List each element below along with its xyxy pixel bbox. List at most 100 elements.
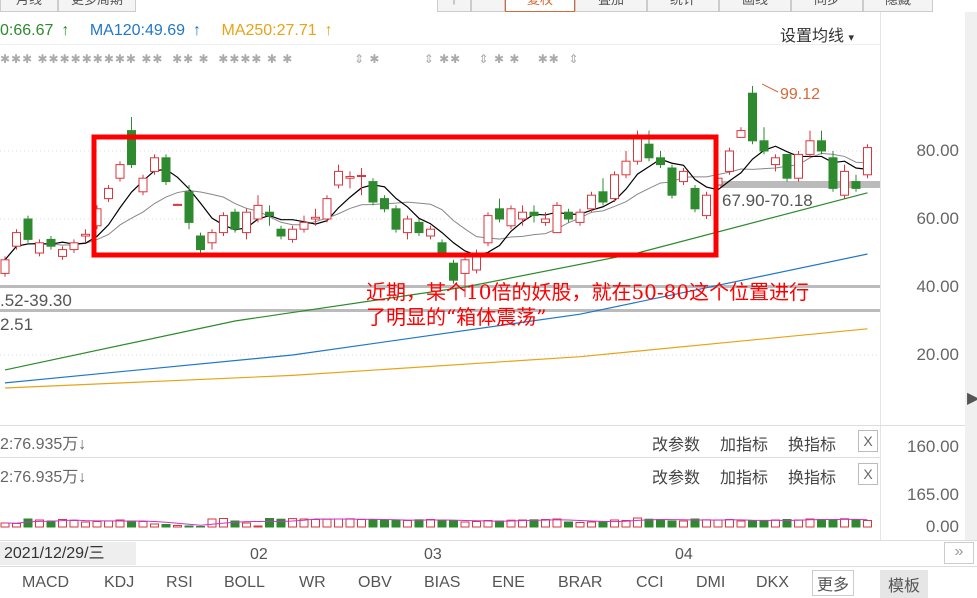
volume-bar (702, 519, 711, 528)
indicator-tab-bias[interactable]: BIAS (424, 574, 461, 591)
indicator-tab-ene[interactable]: ENE (492, 574, 525, 591)
volume-bar (265, 518, 274, 528)
indicator-tab-模板[interactable]: 模板 (880, 570, 929, 598)
indicator-tab-brar[interactable]: BRAR (558, 574, 603, 591)
volume-bar (357, 519, 366, 528)
volume-bar (610, 519, 619, 528)
tab-1[interactable]: 更多周期 (58, 0, 136, 12)
candle (207, 232, 217, 244)
scroll-right-button[interactable]: » (944, 542, 974, 564)
support-band (0, 285, 880, 288)
volume-chart[interactable] (0, 488, 880, 538)
volume-bar (276, 518, 286, 528)
tab-3[interactable] (471, 0, 505, 12)
tab-8[interactable]: 同步 (791, 0, 863, 12)
volume-bar (380, 520, 389, 528)
collapse-arrow-icon[interactable]: ▶ (967, 390, 977, 407)
indicator-tab-wr[interactable]: WR (299, 574, 326, 591)
volume-bar (161, 524, 171, 528)
volume-bar (713, 519, 723, 528)
candle (265, 211, 274, 217)
candle (679, 170, 688, 183)
candle (748, 92, 757, 142)
edit-params-button[interactable]: 改参数 (652, 437, 701, 454)
candle (449, 262, 458, 281)
set-ma-button[interactable]: 设置均线 ▾ (780, 28, 854, 45)
volume-bar (104, 520, 113, 528)
candle (690, 187, 700, 210)
candle (805, 140, 815, 155)
volume-bar (81, 521, 90, 528)
indicator-tab-dmi[interactable]: DMI (696, 574, 726, 591)
ma5-line (4, 145, 868, 261)
volume-bar (690, 518, 700, 528)
tab-0[interactable]: 月线 (0, 0, 58, 12)
candle (322, 198, 332, 220)
tab-2[interactable]: ↑ (437, 0, 471, 12)
ma250-line (4, 328, 868, 389)
volume-bar (863, 520, 872, 528)
candlestick-chart[interactable] (0, 0, 880, 425)
candle (817, 140, 826, 152)
add-indicator-button[interactable]: 加指标 (720, 437, 769, 454)
candle (58, 249, 67, 257)
ma60-value: 0:66.67 ↑ (0, 22, 70, 39)
close-panel-button[interactable]: X (858, 430, 878, 452)
indicator-tab-cci[interactable]: CCI (636, 574, 664, 591)
candle (184, 191, 194, 223)
ma250-value: MA250:27.71 ↑ (221, 22, 333, 39)
candle (115, 164, 125, 179)
arrow-down-icon: ↓ (78, 469, 87, 486)
tab-4[interactable]: 复权 (505, 0, 575, 12)
volume-bar (817, 519, 826, 528)
candle (863, 147, 872, 176)
tab-5[interactable]: 叠加 (575, 0, 647, 12)
tab-6[interactable]: 统计 (647, 0, 719, 12)
switch-indicator-button[interactable]: 换指标 (788, 437, 837, 454)
volume-bar (35, 519, 44, 528)
indicator-tab-boll[interactable]: BOLL (224, 574, 265, 591)
candle (771, 157, 780, 166)
indicator-tab-dkx[interactable]: DKX (756, 574, 789, 591)
scrollbar[interactable] (965, 12, 977, 540)
volume-bar (12, 523, 21, 528)
volume-bar (621, 520, 631, 528)
switch-indicator-button[interactable]: 换指标 (788, 470, 837, 487)
volume-bar (403, 520, 412, 528)
candle (518, 211, 527, 220)
volume-bar (58, 519, 67, 528)
candle (357, 174, 366, 177)
candle (127, 130, 136, 166)
volume-bar (46, 520, 56, 528)
volume-bar (771, 519, 780, 528)
candle (828, 157, 838, 189)
volume-ma-line (4, 518, 868, 526)
candle (403, 218, 412, 234)
volume-bar (759, 520, 769, 528)
candle (299, 221, 309, 230)
axis-label: 20.00 (916, 345, 959, 364)
volume-bar (115, 519, 125, 528)
volume-bar (368, 519, 378, 528)
volume-bar (782, 519, 792, 528)
close-panel-button[interactable]: X (858, 463, 878, 485)
indicator-tab-obv[interactable]: OBV (358, 574, 392, 591)
indicator-tab-kdj[interactable]: KDJ (104, 574, 135, 591)
candle (46, 238, 56, 247)
high-pointer-icon (761, 83, 779, 93)
volume-bar (0, 522, 10, 528)
volume-bar (173, 525, 182, 528)
candle (23, 218, 33, 240)
edit-params-button[interactable]: 改参数 (652, 470, 701, 487)
candle (161, 157, 171, 183)
tab-9[interactable]: 隐藏 (863, 0, 933, 12)
add-indicator-button[interactable]: 加指标 (720, 470, 769, 487)
ma10-line (4, 152, 868, 261)
caret-down-icon: ▾ (848, 32, 854, 44)
indicator-tab-macd[interactable]: MACD (22, 574, 70, 591)
volume-bar (506, 519, 516, 528)
indicator-tab-更多[interactable]: 更多 (812, 570, 855, 596)
volume-bar (69, 520, 79, 528)
tab-7[interactable]: 画线 (719, 0, 791, 12)
indicator-tab-rsi[interactable]: RSI (166, 574, 193, 591)
